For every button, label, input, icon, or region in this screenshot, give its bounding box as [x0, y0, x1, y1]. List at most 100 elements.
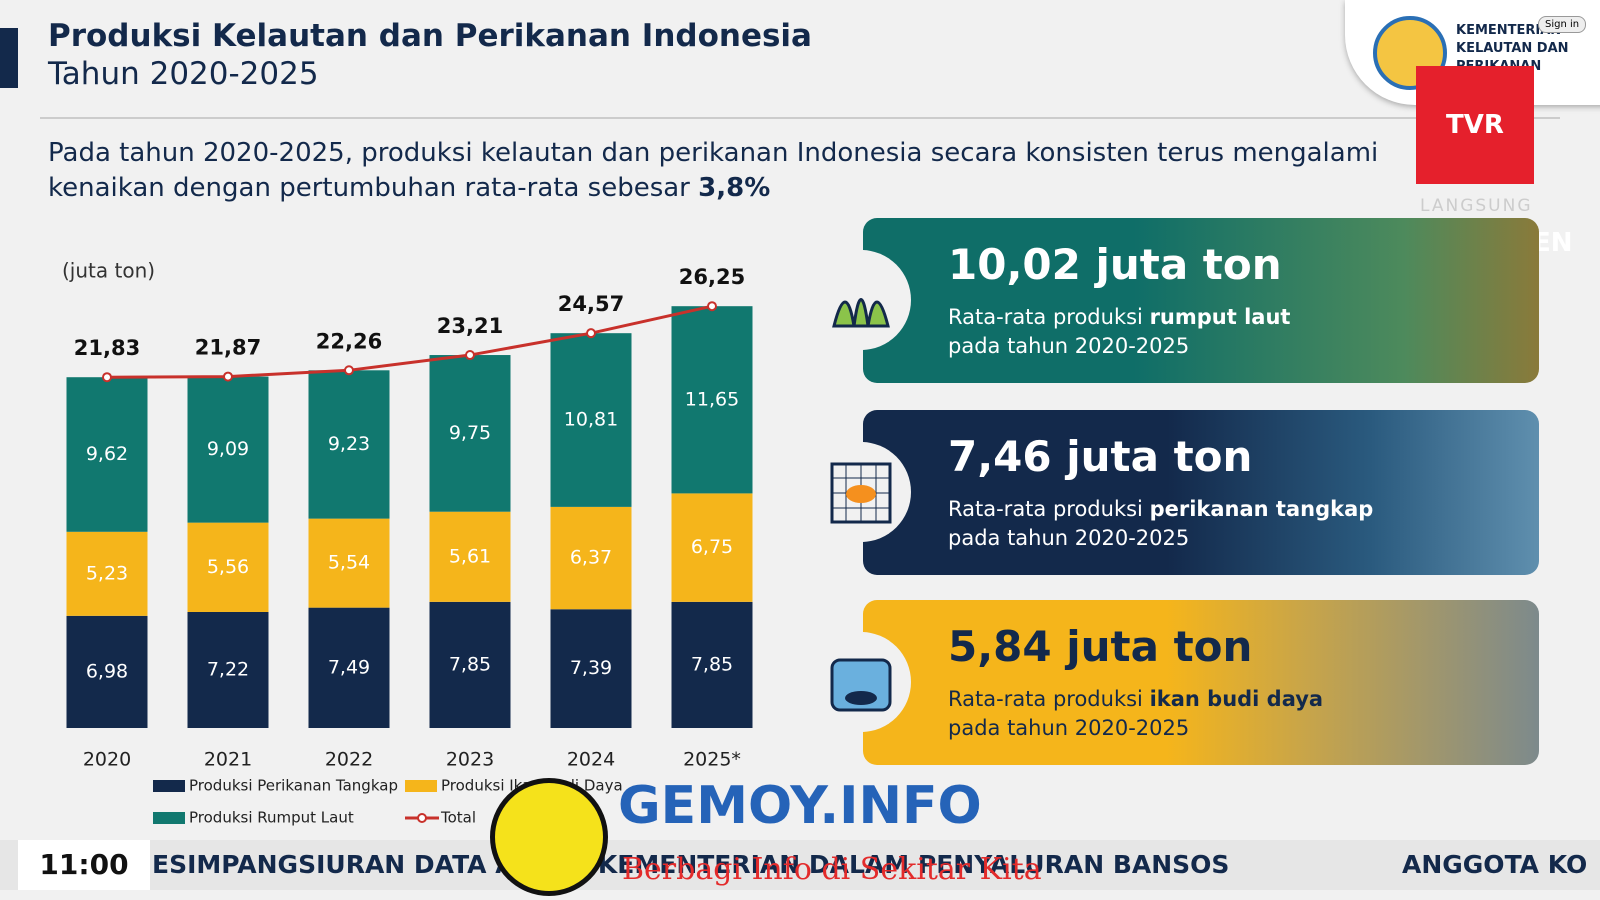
intro-text: Pada tahun 2020-2025, produksi kelautan …: [48, 138, 1379, 203]
bar-label: 9,75: [449, 422, 491, 444]
ticker-bar: [0, 840, 1600, 890]
bar-label: 6,98: [86, 660, 128, 682]
bar-label: 7,22: [207, 658, 249, 680]
fishnet-icon: [830, 462, 892, 524]
ticker-next: ANGGOTA KO: [1402, 850, 1588, 879]
bar-label: 10,81: [564, 409, 618, 431]
bar-label: 7,85: [691, 653, 733, 675]
bar-segment: [671, 306, 753, 494]
watermark-badge: [490, 778, 608, 896]
bar-label: 5,54: [328, 552, 370, 574]
bar-label: 9,62: [86, 443, 128, 465]
seaweed-icon: [832, 298, 890, 328]
legend-swatch: [153, 812, 185, 824]
bar-label: 9,09: [207, 438, 249, 460]
chart: (juta ton) 6,98 7,22 7,49 7,85 7,39 7,85 5,23 5…: [62, 259, 753, 827]
total-point: [344, 365, 354, 376]
card-value: 5,84 juta ton: [948, 622, 1253, 671]
bar-segment: [187, 522, 269, 612]
sign-in[interactable]: Sign in: [1538, 16, 1587, 33]
legend-label: Produksi Perikanan Tangkap: [189, 777, 398, 795]
card-text2: pada tahun 2020-2025: [948, 526, 1190, 550]
intro: Pada tahun 2020-2025, produksi kelautan …: [48, 136, 1408, 206]
card-desc: Rata-rata produksi ikan budi daya pada ta…: [948, 685, 1323, 743]
watermark-tagline: Berbagi Info di Sekitar Kita: [622, 852, 1042, 887]
ticker-text: ESIMPANGSIURAN DATA ANTAR KEMENTERIAN DA…: [152, 850, 1230, 879]
bar-label: 11,65: [685, 388, 739, 410]
total-label: 23,21: [437, 314, 503, 338]
bar-segment: [308, 370, 390, 519]
total-label: 21,87: [195, 336, 261, 360]
card-bold: ikan budi daya: [1149, 687, 1324, 711]
card-text: Rata-rata produksi: [948, 687, 1150, 711]
total-point: [586, 328, 596, 339]
x-tick-label: 2024: [567, 749, 615, 771]
title: Produksi Kelautan dan Perikanan Indonesi…: [48, 18, 812, 54]
x-tick-label: 2023: [446, 749, 494, 771]
bar-label: 5,56: [207, 556, 249, 578]
total-point: [465, 350, 475, 361]
card: 7,46 juta ton Rata-rata produksi perikan…: [863, 410, 1539, 575]
bar-segment: [671, 493, 753, 602]
card-bold: rumput laut: [1149, 305, 1291, 329]
bar-label: 7,85: [449, 653, 491, 675]
bar-segment: [308, 607, 390, 728]
card-value: 7,46 juta ton: [948, 432, 1253, 481]
bar-segment: [66, 377, 148, 532]
bar-segment: [308, 518, 390, 608]
legend-point: [417, 813, 427, 823]
total-point: [102, 372, 112, 383]
card-text: Rata-rata produksi: [948, 305, 1150, 329]
card-desc: Rata-rata produksi perikanan tangkap pada…: [948, 495, 1373, 553]
x-tick-label: 2021: [204, 749, 252, 771]
card-text2: pada tahun 2020-2025: [948, 716, 1190, 740]
total-point: [707, 301, 717, 312]
card-text: Rata-rata produksi: [948, 497, 1150, 521]
y-axis-label: (juta ton): [62, 259, 155, 283]
card-desc: Rata-rata produksi rumput laut pada tahun…: [948, 303, 1290, 361]
intro-highlight: 3,8%: [698, 173, 771, 203]
total-point: [223, 371, 233, 382]
watermark: GEMOY.INFO: [618, 776, 982, 836]
bar-segment: [671, 601, 753, 728]
total-label: 21,83: [74, 336, 140, 360]
card-text2: pada tahun 2020-2025: [948, 334, 1190, 358]
bar-segment: [550, 609, 632, 728]
card-bold: perikanan tangkap: [1149, 497, 1374, 521]
divider: [40, 117, 1560, 119]
live-label: LANGSUNG: [1420, 196, 1533, 216]
card: 10,02 juta ton Rata-rata produksi rumput…: [863, 218, 1539, 383]
legend-label: Produksi Rumput Laut: [189, 809, 354, 827]
bar-segment: [66, 615, 148, 728]
bar-segment: [550, 506, 632, 610]
bar-segment: [187, 611, 269, 728]
x-tick-label: 2025*: [683, 749, 741, 771]
legend-label: Total: [440, 809, 476, 827]
legend-swatch: [153, 780, 185, 792]
bar-label: 9,23: [328, 433, 370, 455]
bar-segment: [429, 601, 511, 728]
total-line: [106, 304, 713, 379]
card: 5,84 juta ton Rata-rata produksi ikan bu…: [863, 600, 1539, 765]
bar-label: 6,75: [691, 536, 733, 558]
bar-segment: [550, 333, 632, 507]
subtitle: Tahun 2020-2025: [48, 56, 319, 92]
ticker-time: 11:00: [18, 840, 150, 890]
bar-segment: [429, 511, 511, 602]
x-tick-label: 2022: [325, 749, 373, 771]
legend-swatch: [405, 780, 437, 792]
bar-segment: [187, 376, 269, 523]
bar-label: 5,23: [86, 562, 128, 584]
bar-segment: [66, 531, 148, 616]
bar-label: 7,39: [570, 657, 612, 679]
accent-bar: [0, 28, 18, 88]
bar-segment: [429, 355, 511, 512]
bar-label: 6,37: [570, 547, 612, 569]
card-value: 10,02 juta ton: [948, 240, 1282, 289]
channel-logo: TVR PARLEMEN: [1416, 66, 1573, 258]
bar-label: 7,49: [328, 656, 370, 678]
total-label: 26,25: [679, 265, 745, 289]
pond-icon: [830, 658, 892, 712]
bar-label: 5,61: [449, 545, 491, 567]
